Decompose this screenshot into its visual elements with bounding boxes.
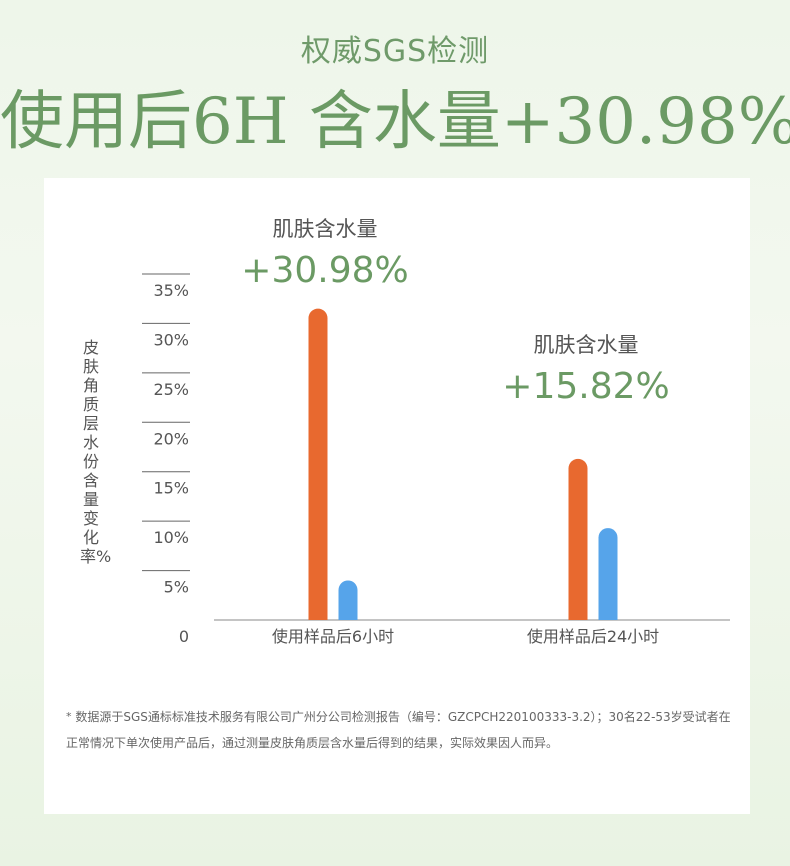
y-tick-label: 35% [153, 281, 189, 300]
annotation-label: 肌肤含水量 [534, 333, 639, 357]
x-tick-label: 使用样品后24小时 [527, 627, 659, 646]
bar-base [338, 610, 358, 620]
footnote: * 数据源于SGS通标标准技术服务有限公司广州分公司检测报告（编号：GZCPCH… [66, 704, 736, 756]
bar [338, 580, 358, 620]
footnote-text: 数据源于SGS通标标准技术服务有限公司广州分公司检测报告（编号：GZCPCH22… [66, 710, 731, 750]
y-tick-label: 0 [179, 627, 189, 646]
page-subtitle: 权威SGS检测 [300, 34, 490, 69]
bar-base [308, 610, 328, 620]
page-title-text: 使用后6H 含水量+30.98% [0, 85, 790, 159]
y-tick-label: 30% [153, 330, 189, 349]
y-tick-label: 5% [164, 578, 189, 597]
chart-card [44, 178, 750, 814]
footnote-mark: * [66, 710, 72, 723]
annotation-label: 肌肤含水量 [273, 217, 378, 241]
bar [308, 308, 328, 620]
y-tick-label: 15% [153, 479, 189, 498]
x-tick-label: 使用样品后6小时 [272, 627, 394, 646]
bar-base [568, 610, 588, 620]
y-tick-label: 20% [153, 429, 189, 448]
y-tick-label: 25% [153, 380, 189, 399]
y-tick-label: 10% [153, 528, 189, 547]
bar [598, 528, 618, 620]
bar [568, 458, 588, 620]
bar-base [598, 610, 618, 620]
page-title: 使用后6H 含水量+30.98%* [0, 70, 790, 162]
annotation-value: +30.98% [241, 250, 408, 291]
y-axis-label: 皮肤角质层水份含量变化率% [80, 338, 112, 566]
annotation-value: +15.82% [502, 366, 669, 407]
